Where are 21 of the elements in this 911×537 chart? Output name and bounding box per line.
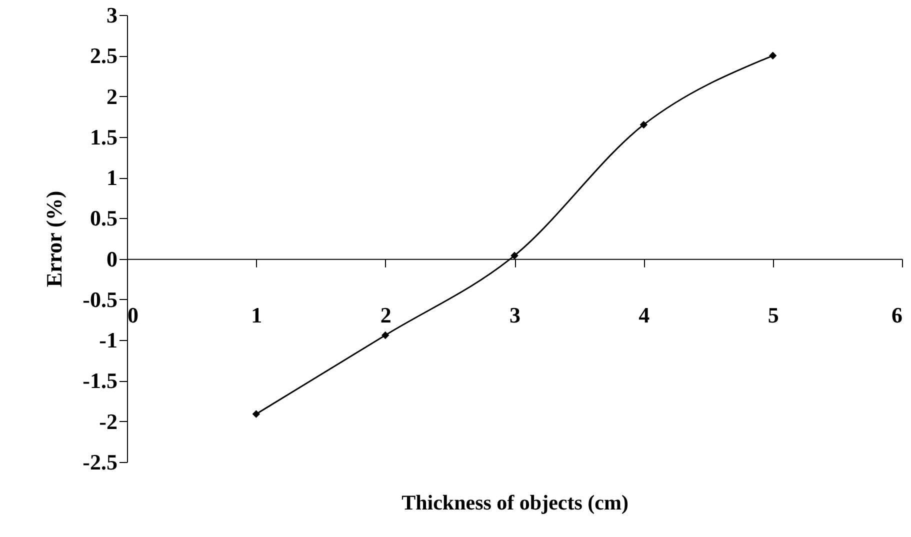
x-tick-label: 1	[251, 302, 262, 328]
y-tick-label: 0.5	[90, 206, 118, 231]
y-tick-label: -1.5	[82, 368, 118, 394]
x-tick-label: 0	[128, 302, 138, 328]
y-tick-label: 2	[106, 84, 118, 109]
y-axis-title: Error (%)	[42, 190, 67, 288]
y-tick-label: -2	[99, 408, 118, 434]
x-tick-label: 5	[768, 302, 779, 328]
x-tick-label: 2	[380, 302, 392, 328]
y-tick-label: 1.5	[90, 124, 118, 150]
y-tick-label: 1	[106, 165, 118, 190]
y-tick-label: -0.5	[82, 286, 118, 312]
y-tick-label: 2.5	[90, 43, 118, 68]
x-tick-label: 6	[892, 302, 902, 328]
y-tick-label: 3	[106, 2, 118, 28]
x-axis-title: Thickness of objects (cm)	[402, 490, 628, 514]
x-tick-label: 3	[510, 302, 520, 328]
y-tick-label: -1	[99, 328, 118, 353]
y-tick-label: 0	[106, 246, 118, 272]
y-tick-label: -2.5	[82, 450, 118, 474]
x-tick-label: 4	[638, 302, 650, 328]
